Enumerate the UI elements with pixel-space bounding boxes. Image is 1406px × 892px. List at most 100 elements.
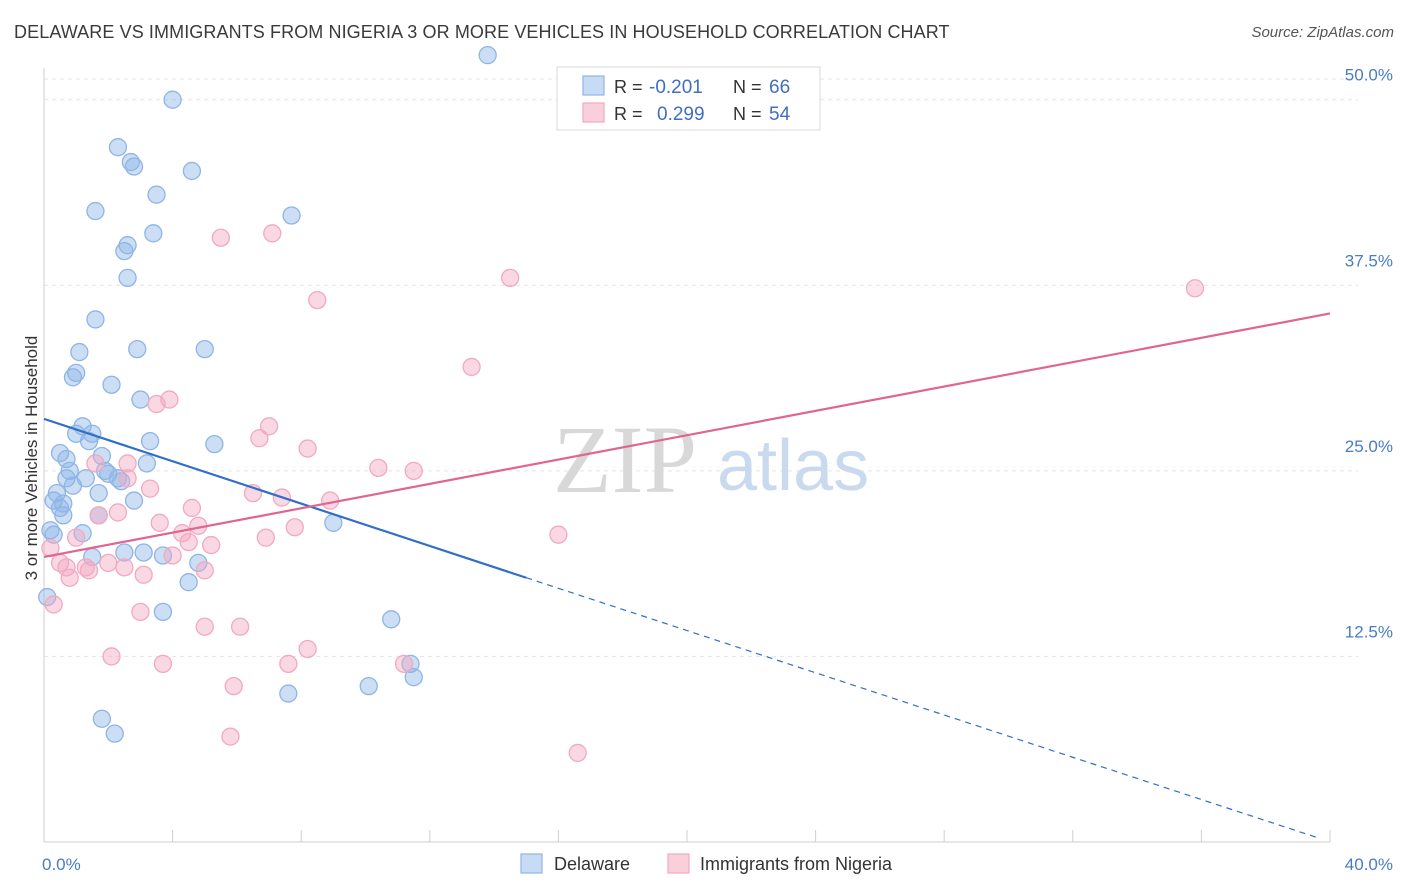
- point-delaware: [195, 339, 214, 359]
- point-delaware: [128, 339, 147, 359]
- point-nigeria: [259, 417, 279, 436]
- point-nigeria: [285, 518, 304, 537]
- stats-n-value-nigeria: 54: [769, 104, 791, 125]
- point-nigeria: [160, 390, 179, 409]
- point-nigeria: [250, 429, 269, 448]
- point-delaware: [115, 543, 134, 562]
- point-delaware: [140, 432, 160, 451]
- x-tick-label-max: 40.0%: [1345, 855, 1393, 874]
- stats-swatch-delaware: [582, 75, 605, 96]
- stats-n-label-nigeria: N =: [733, 104, 762, 124]
- stats-r-label-nigeria: R =: [614, 104, 643, 124]
- stats-legend: R = -0.201 N = 66 R = 0.299 N = 54: [556, 66, 821, 131]
- point-delaware: [282, 206, 301, 225]
- point-delaware: [205, 434, 224, 454]
- point-nigeria: [298, 639, 317, 659]
- stats-r-value-nigeria: 0.299: [657, 104, 705, 125]
- point-delaware: [47, 483, 67, 503]
- point-nigeria: [60, 568, 79, 587]
- point-delaware: [124, 157, 144, 176]
- point-delaware: [478, 46, 497, 65]
- y-axis-title: 3 or more Vehicles in Household: [22, 336, 41, 581]
- legend-label-nigeria[interactable]: Immigrants from Nigeria: [700, 854, 893, 874]
- chart-title: DELAWARE VS IMMIGRANTS FROM NIGERIA 3 OR…: [14, 22, 950, 42]
- point-delaware: [60, 461, 79, 480]
- point-delaware: [189, 553, 208, 573]
- point-delaware: [86, 310, 105, 329]
- point-delaware: [108, 138, 128, 157]
- point-nigeria: [179, 532, 198, 552]
- point-nigeria: [118, 454, 137, 473]
- gridlines: [44, 78, 1358, 657]
- legend-label-delaware[interactable]: Delaware: [554, 854, 630, 874]
- point-nigeria: [108, 503, 128, 522]
- point-nigeria: [76, 558, 95, 577]
- point-delaware: [179, 573, 198, 592]
- stats-n-label-delaware: N =: [733, 77, 762, 97]
- legend-swatch-nigeria[interactable]: [667, 853, 690, 874]
- point-delaware: [105, 724, 124, 743]
- point-delaware: [70, 342, 89, 362]
- point-delaware: [359, 676, 378, 696]
- point-delaware: [118, 236, 137, 255]
- point-nigeria: [89, 506, 108, 525]
- point-nigeria: [102, 647, 121, 666]
- point-nigeria: [462, 357, 481, 377]
- point-delaware: [44, 525, 63, 544]
- y-tick-label: 37.5%: [1345, 251, 1393, 270]
- point-nigeria: [140, 479, 160, 498]
- y-tick-label: 50.0%: [1345, 66, 1393, 85]
- point-nigeria: [221, 727, 240, 746]
- point-delaware: [108, 469, 128, 488]
- point-delaware: [163, 90, 182, 109]
- point-nigeria: [211, 228, 230, 247]
- point-nigeria: [568, 743, 587, 763]
- legend-swatch-delaware[interactable]: [520, 853, 543, 874]
- point-delaware: [76, 469, 95, 488]
- stats-r-value-delaware: -0.201: [649, 77, 703, 98]
- point-nigeria: [44, 595, 63, 614]
- point-delaware: [89, 483, 108, 503]
- point-nigeria: [1185, 279, 1205, 298]
- watermark-atlas: atlas: [717, 426, 869, 506]
- point-nigeria: [163, 546, 182, 565]
- point-nigeria: [501, 268, 520, 287]
- point-nigeria: [404, 461, 423, 480]
- point-delaware: [57, 449, 76, 469]
- point-nigeria: [150, 513, 169, 532]
- point-nigeria: [195, 617, 214, 636]
- point-nigeria: [394, 654, 414, 673]
- point-delaware: [401, 654, 420, 673]
- stats-n-value-delaware: 66: [769, 77, 790, 98]
- point-nigeria: [263, 224, 282, 243]
- point-nigeria: [118, 469, 137, 488]
- stats-r-label-delaware: R =: [614, 77, 643, 97]
- point-nigeria: [195, 561, 214, 580]
- axes: [43, 68, 1331, 843]
- trend-line-delaware-extrapolated: [526, 577, 1318, 839]
- point-delaware: [153, 602, 173, 622]
- point-delaware: [92, 709, 112, 728]
- trend-lines: [43, 312, 1331, 839]
- point-nigeria: [256, 528, 275, 547]
- point-nigeria: [230, 617, 250, 636]
- point-delaware: [92, 446, 112, 466]
- point-delaware: [102, 375, 121, 394]
- point-delaware: [144, 224, 163, 243]
- point-delaware: [67, 363, 86, 383]
- series-legend: Delaware Immigrants from Nigeria: [520, 853, 893, 874]
- point-nigeria: [67, 528, 86, 547]
- stats-swatch-nigeria: [582, 102, 605, 123]
- point-delaware: [54, 494, 73, 513]
- watermark-zip: ZIP: [553, 406, 697, 513]
- point-delaware: [182, 161, 202, 181]
- point-nigeria: [224, 676, 243, 696]
- point-nigeria: [298, 439, 317, 458]
- trend-line-delaware: [43, 417, 527, 579]
- point-nigeria: [57, 558, 76, 577]
- data-points: [38, 46, 1205, 763]
- point-nigeria: [202, 535, 221, 555]
- y-tick-label: 25.0%: [1345, 437, 1393, 456]
- point-nigeria: [99, 553, 118, 573]
